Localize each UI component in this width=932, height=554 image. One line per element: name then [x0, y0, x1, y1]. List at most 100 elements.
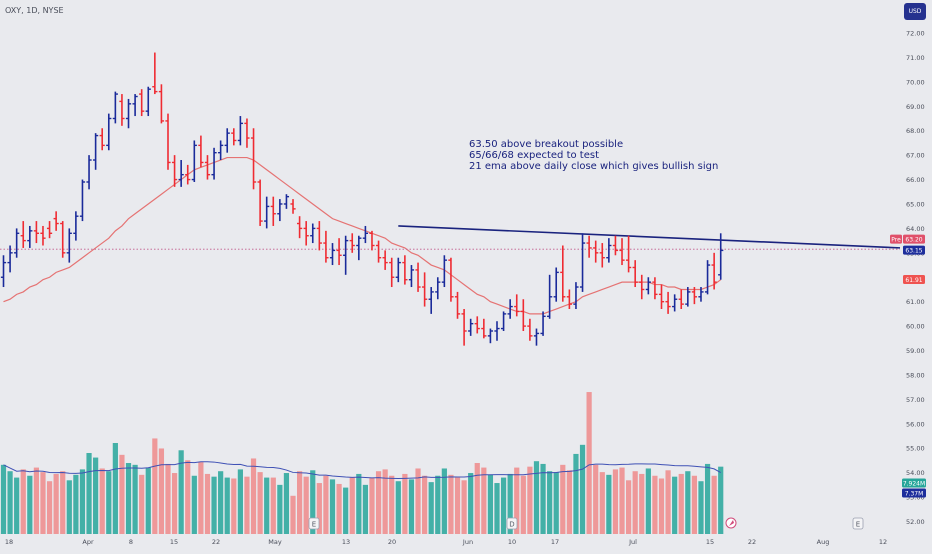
price-axis-tick: 69.00 — [906, 103, 925, 111]
price-axis-tick: 58.00 — [906, 371, 925, 379]
dividend-icon[interactable]: D — [506, 517, 518, 530]
volume-bar — [428, 482, 434, 534]
ohlc-bar — [283, 194, 290, 209]
flag-icon[interactable] — [725, 517, 737, 529]
time-axis-tick: 10 — [508, 538, 516, 546]
volume-bar — [46, 481, 53, 534]
volume-bar — [112, 443, 118, 534]
volume-bar — [178, 450, 184, 534]
last-price-tag-bg — [903, 245, 925, 255]
volume-ma-tag-text: 7.924M — [903, 480, 925, 487]
volume-bar — [626, 480, 632, 534]
volume-bar — [718, 466, 724, 534]
volume-bar — [310, 470, 316, 534]
symbol-label[interactable]: OXY, 1D, NYSE — [5, 6, 64, 15]
volume-bar — [66, 480, 72, 534]
price-axis[interactable]: 52.00 53.00 54.00 55.00 56.00 57.00 58.00 59.00… — [906, 30, 925, 527]
ohlc-bar — [53, 211, 59, 231]
price-axis-tick: 67.00 — [906, 152, 925, 160]
volume-bar — [704, 463, 711, 534]
ohlc-bar — [290, 199, 296, 214]
volume-bar — [441, 468, 447, 534]
time-axis[interactable]: 18 Apr 8 15 22 May 13 20 Jun 10 17 Jul 15 22 Aug 12 — [5, 538, 887, 546]
volume-bar — [520, 475, 526, 534]
volume-bar — [514, 467, 520, 534]
volume-bar — [408, 479, 415, 534]
volume-bar — [303, 476, 309, 534]
volume-bar — [270, 477, 276, 534]
volume-bar — [14, 477, 20, 534]
volume-bar — [204, 473, 211, 534]
last-price-tag-text: 63.15 — [905, 247, 922, 254]
ohlc-bar — [204, 155, 211, 180]
volume-bar — [527, 466, 533, 534]
volume-bar — [211, 476, 217, 534]
volume-bar — [645, 468, 651, 534]
ohlc-bar — [553, 267, 559, 302]
ohlc-bar — [448, 257, 454, 302]
ohlc-bar — [658, 284, 665, 310]
volume-bar — [125, 463, 132, 534]
price-axis-tick: 54.00 — [906, 469, 925, 477]
ema-layer — [3, 156, 722, 315]
volume-bar — [297, 471, 303, 534]
ema-value-tag-text: 61.91 — [905, 277, 922, 284]
ohlc-bar — [27, 225, 33, 248]
volume-bar — [389, 475, 395, 534]
price-axis-tick: 53.00 — [906, 494, 925, 502]
volume-bar — [336, 483, 342, 534]
volume-bar — [547, 471, 553, 534]
price-axis-tick: 55.00 — [906, 445, 925, 453]
volume-bar — [435, 475, 441, 534]
ohlc-bar — [612, 235, 619, 256]
volume-bar — [73, 474, 79, 534]
time-axis-tick: 17 — [551, 538, 559, 546]
ohlc-bar — [119, 94, 125, 126]
volume-bar — [487, 474, 494, 534]
pre-market-label-tag-text: Pre — [891, 236, 901, 243]
volume-bar — [231, 478, 237, 534]
time-axis-tick: 12 — [879, 538, 887, 546]
trendline[interactable] — [398, 225, 901, 249]
ohlc-bar — [310, 223, 316, 244]
currency-badge[interactable]: USD — [904, 3, 926, 20]
annotation-line: 65/66/68 expected to test — [469, 150, 600, 161]
time-axis-tick: 15 — [170, 538, 178, 546]
flag-icon-mark — [729, 520, 734, 526]
volume-bar — [533, 461, 540, 534]
volume-bar — [224, 477, 230, 534]
volume-bar — [277, 484, 283, 534]
trendline-layer[interactable] — [398, 225, 901, 249]
ohlc-bar — [191, 140, 197, 182]
ohlc-bar — [79, 179, 86, 222]
time-axis-tick: Jul — [628, 538, 637, 546]
volume-bar — [632, 471, 638, 534]
ohlc-bar — [672, 294, 678, 312]
time-axis-tick: 22 — [212, 538, 220, 546]
volume-tag-bg — [902, 488, 926, 498]
earnings-icon[interactable]: E — [852, 517, 864, 530]
volume-bar — [139, 474, 145, 534]
ohlc-bar — [678, 289, 684, 310]
ohlc-bar — [99, 128, 105, 151]
ohlc-bar — [218, 140, 224, 161]
time-axis-tick: 13 — [342, 538, 350, 546]
ohlc-bar — [185, 164, 191, 185]
volume-bar — [244, 476, 250, 534]
ohlc-bar — [264, 196, 270, 229]
volume-bar — [7, 471, 13, 534]
ohlc-bar — [211, 147, 217, 180]
volume-bar — [494, 483, 500, 534]
earnings-icon[interactable]: E — [308, 517, 320, 530]
volume-bar — [711, 475, 717, 534]
ema-line — [3, 156, 722, 315]
ohlc-bar — [198, 135, 204, 168]
annotation-note[interactable]: 63.50 above breakout possible 65/66/68 e… — [469, 139, 718, 172]
volume-bar — [185, 460, 191, 534]
ohlc-bar — [382, 250, 388, 270]
time-axis-tick: 20 — [388, 538, 396, 546]
ohlc-bar — [132, 94, 138, 117]
